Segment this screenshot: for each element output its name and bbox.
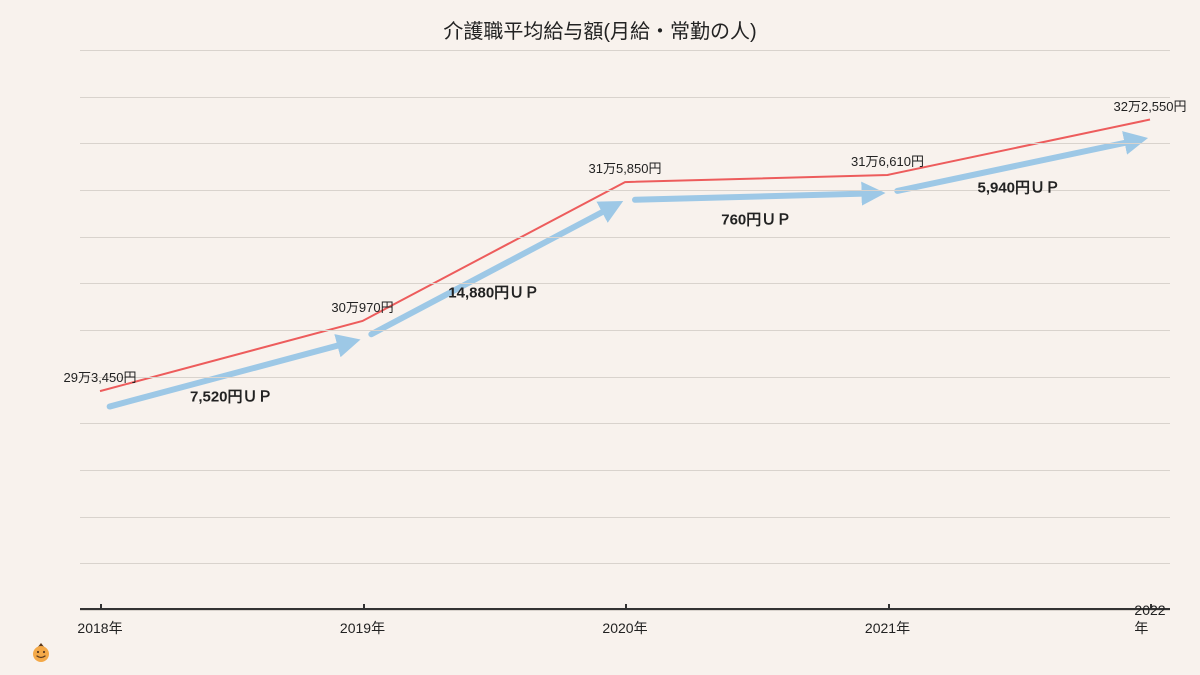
x-tick <box>363 604 365 610</box>
data-point-label: 31万6,610円 <box>851 151 924 170</box>
x-axis-label: 2022年 <box>1134 602 1165 638</box>
gridline <box>80 97 1170 98</box>
increase-annotation: 7,520円ＵＰ <box>190 386 273 407</box>
x-axis-label: 2018年 <box>77 618 122 638</box>
gridline <box>80 237 1170 238</box>
plot-area: 2018年2019年2020年2021年2022年29万3,450円30万970… <box>80 50 1170 610</box>
gridline <box>80 50 1170 51</box>
data-point-label: 31万5,850円 <box>589 158 662 177</box>
trend-arrow <box>371 207 612 335</box>
x-axis-label: 2020年 <box>602 618 647 638</box>
data-point-label: 30万970円 <box>331 297 393 316</box>
gridline <box>80 283 1170 284</box>
increase-annotation: 14,880円ＵＰ <box>448 281 539 302</box>
chart-title: 介護職平均給与額(月給・常勤の人) <box>0 15 1200 44</box>
data-point-label: 29万3,450円 <box>64 367 137 386</box>
trend-arrow <box>635 193 874 199</box>
x-axis-label: 2021年 <box>865 618 910 638</box>
gridline <box>80 377 1170 378</box>
x-tick <box>625 604 627 610</box>
gridline <box>80 423 1170 424</box>
gridline <box>80 563 1170 564</box>
increase-annotation: 760円ＵＰ <box>721 208 791 229</box>
chart-container: 2018年2019年2020年2021年2022年29万3,450円30万970… <box>30 50 1180 625</box>
increase-annotation: 5,940円ＵＰ <box>977 177 1060 198</box>
x-tick <box>100 604 102 610</box>
gridline <box>80 517 1170 518</box>
x-tick <box>888 604 890 610</box>
gridline <box>80 330 1170 331</box>
smiley-icon <box>28 639 54 665</box>
gridline <box>80 610 1170 611</box>
data-point-label: 32万2,550円 <box>1114 96 1187 115</box>
x-axis-label: 2019年 <box>340 618 385 638</box>
gridline <box>80 470 1170 471</box>
gridline <box>80 143 1170 144</box>
